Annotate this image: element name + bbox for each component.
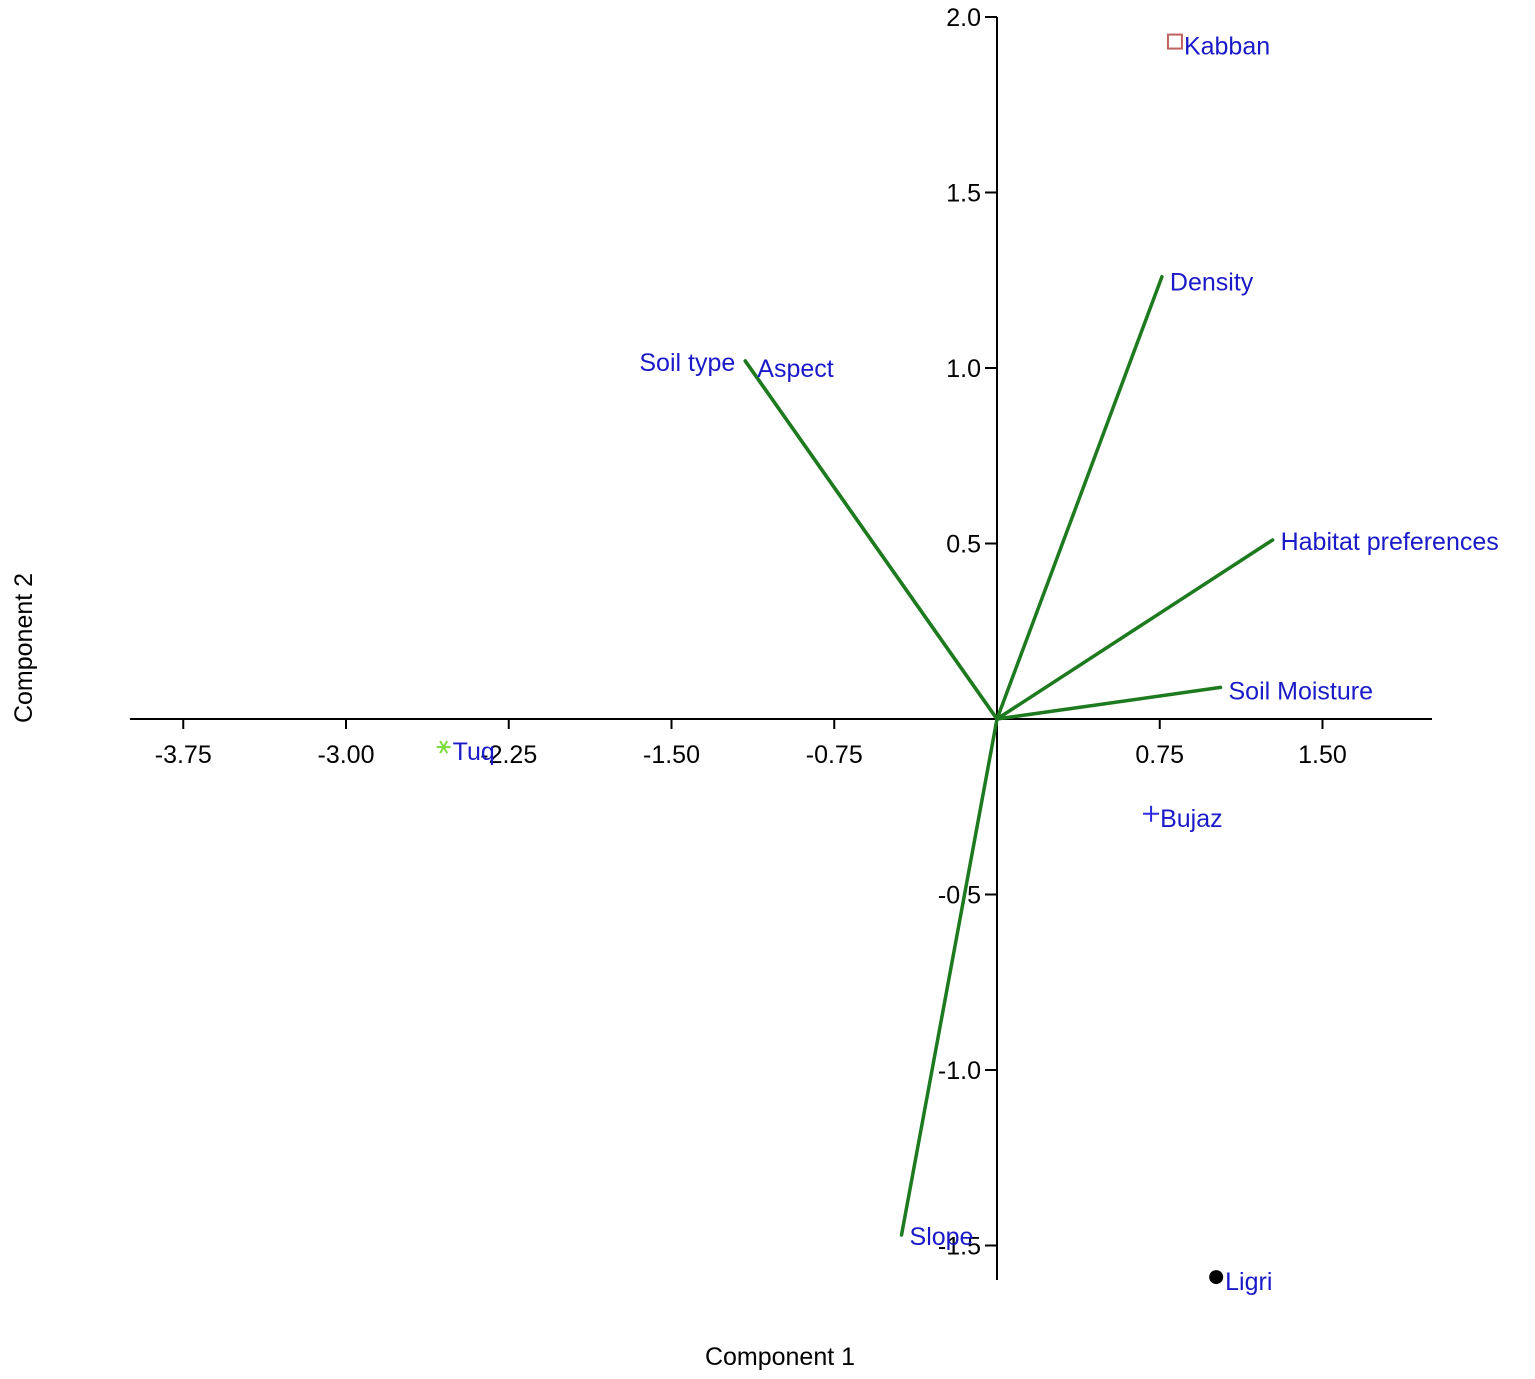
y-tick-label: -1.0 bbox=[938, 1057, 981, 1085]
vector-label: Soil Moisture bbox=[1229, 677, 1374, 705]
vector-label: Density bbox=[1170, 269, 1254, 297]
star-stroke bbox=[439, 740, 449, 754]
x-tick-label: -0.75 bbox=[806, 741, 863, 769]
vectors: Density Soil type Aspect Habitat preference… bbox=[639, 269, 1498, 1251]
axes: -3.75 -3.00 -2.25 -1.50 -0.75 0.75 1.50 -1.5 -1.… bbox=[130, 4, 1432, 1280]
vector-label: Habitat preferences bbox=[1281, 528, 1499, 556]
point-label: Ligri bbox=[1225, 1268, 1272, 1296]
point-marker bbox=[1143, 805, 1160, 822]
points: Kabban Tuq Bujaz Ligri bbox=[436, 33, 1272, 1296]
x-tick-label: -2.25 bbox=[480, 741, 537, 769]
y-tick-label: 2.0 bbox=[946, 4, 981, 32]
point-marker bbox=[1209, 1270, 1224, 1285]
x-axis-title: Component 1 bbox=[705, 1343, 855, 1371]
y-axis-title: Component 2 bbox=[10, 573, 38, 723]
vector-line bbox=[995, 274, 1164, 721]
x-tick-label: 0.75 bbox=[1135, 741, 1184, 769]
vector-line bbox=[995, 538, 1275, 721]
vector-label: Aspect bbox=[757, 355, 833, 383]
y-tick-label: 0.5 bbox=[946, 531, 981, 559]
point-marker bbox=[436, 740, 451, 754]
x-tick-label: -3.00 bbox=[318, 741, 375, 769]
x-tick-label: -1.50 bbox=[643, 741, 700, 769]
point-label: Bujaz bbox=[1160, 805, 1223, 833]
y-tick-label: 1.0 bbox=[946, 355, 981, 383]
vector-line bbox=[995, 685, 1223, 721]
point-marker bbox=[1166, 33, 1183, 50]
vector-label: Soil type bbox=[639, 349, 735, 377]
y-tick-label: -0.5 bbox=[938, 882, 981, 910]
vector-line bbox=[743, 359, 999, 721]
point-label: Kabban bbox=[1184, 33, 1270, 61]
vector-line bbox=[899, 717, 999, 1237]
x-tick-label: -3.75 bbox=[155, 741, 212, 769]
point-label: Tuq bbox=[453, 738, 495, 766]
y-tick-label: -1.5 bbox=[938, 1233, 981, 1261]
vector-label: Slope bbox=[910, 1223, 974, 1251]
x-tick-label: 1.50 bbox=[1298, 741, 1347, 769]
y-tick-label: 1.5 bbox=[946, 180, 981, 208]
